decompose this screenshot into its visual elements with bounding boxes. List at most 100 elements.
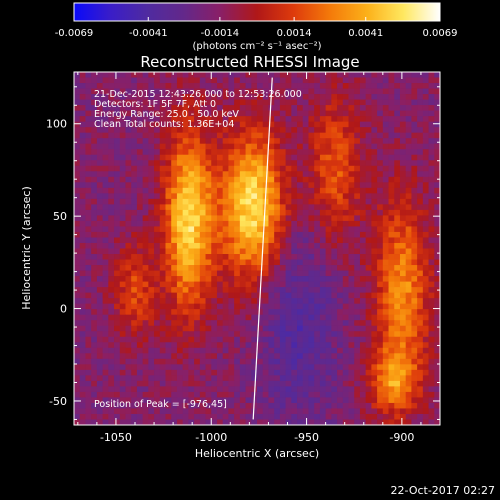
heatmap-cell (159, 270, 166, 277)
heatmap-cell (399, 380, 407, 387)
heatmap-cell (382, 391, 389, 398)
heatmap-cell (148, 375, 155, 382)
heatmap-cell (205, 242, 212, 249)
heatmap-cell (171, 220, 178, 227)
heatmap-cell (136, 287, 144, 294)
heatmap-cell (285, 353, 292, 360)
heatmap-cell (377, 265, 384, 271)
heatmap-cell (154, 320, 161, 327)
heatmap-cell (74, 402, 81, 409)
heatmap-cell (222, 408, 229, 415)
heatmap-cell (234, 204, 241, 211)
heatmap-cell (79, 402, 86, 409)
heatmap-cell (405, 287, 412, 294)
heatmap-cell (417, 94, 424, 100)
heatmap-cell (211, 99, 218, 106)
heatmap-cell (257, 88, 264, 95)
heatmap-cell (399, 149, 407, 156)
heatmap-cell (365, 171, 372, 178)
heatmap-cell (194, 336, 201, 343)
heatmap-cell (268, 226, 275, 233)
heatmap-cell (234, 369, 241, 376)
heatmap-cell (102, 265, 109, 271)
heatmap-cell (428, 193, 435, 200)
heatmap-cell (74, 132, 81, 139)
heatmap-cell (371, 105, 378, 112)
x-tick-label: -1050 (100, 431, 132, 444)
heatmap-cell (399, 209, 407, 216)
heatmap-cell (148, 397, 155, 404)
heatmap-cell (268, 116, 275, 123)
heatmap-cell (148, 287, 155, 294)
heatmap-cell (279, 176, 286, 183)
heatmap-cell (85, 187, 92, 194)
heatmap-cell (262, 248, 269, 255)
heatmap-cell (131, 270, 138, 277)
heatmap-cell (331, 160, 338, 167)
heatmap-cell (85, 105, 92, 112)
heatmap-cell (216, 132, 224, 139)
heatmap-cell (257, 209, 264, 216)
heatmap-cell (131, 331, 138, 338)
heatmap-cell (257, 331, 264, 338)
heatmap-cell (417, 391, 424, 398)
heatmap-cell (234, 99, 241, 106)
heatmap-cell (365, 270, 372, 277)
heatmap-cell (411, 116, 418, 123)
heatmap-cell (222, 215, 229, 222)
heatmap-cell (434, 198, 441, 205)
heatmap-cell (91, 165, 98, 172)
heatmap-cell (365, 325, 372, 332)
heatmap-cell (285, 408, 292, 415)
heatmap-cell (417, 138, 424, 145)
heatmap-cell (165, 369, 172, 376)
heatmap-cell (394, 254, 401, 260)
heatmap-cell (176, 105, 184, 112)
heatmap-cell (417, 413, 424, 420)
heatmap-cell (354, 364, 361, 371)
heatmap-cell (302, 314, 309, 321)
heatmap-cell (194, 138, 201, 145)
heatmap-cell (411, 342, 418, 349)
heatmap-cell (399, 342, 407, 349)
heatmap-cell (148, 105, 155, 112)
heatmap-cell (325, 303, 332, 310)
heatmap-cell (331, 94, 338, 100)
heatmap-cell (142, 116, 149, 123)
heatmap-cell (165, 336, 172, 343)
heatmap-cell (262, 72, 269, 78)
heatmap-cell (182, 314, 189, 321)
heatmap-cell (159, 105, 166, 112)
heatmap-cell (216, 94, 224, 100)
heatmap-cell (165, 292, 172, 299)
heatmap-cell (199, 72, 206, 78)
heatmap-cell (176, 149, 184, 156)
heatmap-cell (354, 193, 361, 200)
heatmap-cell (216, 386, 224, 393)
heatmap-cell (91, 83, 98, 89)
heatmap-cell (279, 276, 286, 282)
heatmap-cell (74, 187, 81, 194)
heatmap-cell (148, 336, 155, 343)
heatmap-cell (377, 138, 384, 145)
heatmap-cell (331, 402, 338, 409)
heatmap-cell (274, 380, 281, 387)
heatmap-cell (377, 165, 384, 172)
heatmap-cell (239, 237, 246, 244)
heatmap-cell (74, 231, 81, 238)
heatmap-cell (417, 358, 424, 365)
heatmap-cell (171, 154, 178, 161)
heatmap-cell (228, 375, 235, 382)
heatmap-cell (85, 303, 92, 310)
heatmap-cell (108, 182, 115, 189)
heatmap-cell (422, 231, 429, 238)
heatmap-cell (279, 138, 286, 145)
heatmap-cell (148, 88, 155, 95)
heatmap-cell (302, 132, 309, 139)
heatmap-cell (377, 99, 384, 106)
heatmap-cell (148, 380, 155, 387)
heatmap-cell (297, 226, 304, 233)
heatmap-cell (394, 154, 401, 161)
heatmap-cell (85, 215, 92, 222)
heatmap-cell (399, 265, 407, 271)
